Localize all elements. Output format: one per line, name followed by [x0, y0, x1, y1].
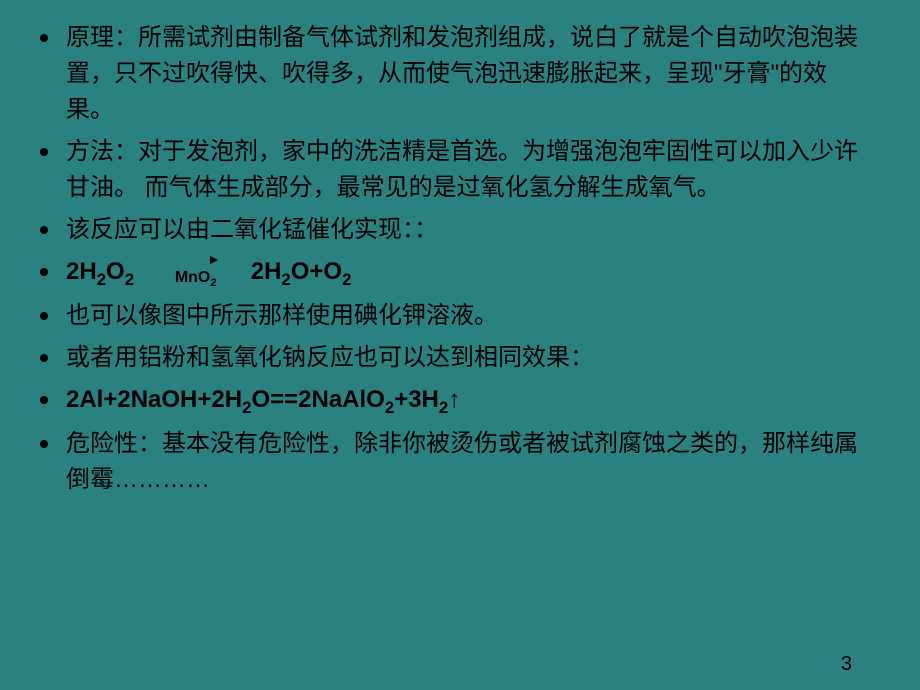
text-danger: 危险性：基本没有危险性，除非你被烫伤或者被试剂腐蚀之类的，那样纯属倒霉………… [66, 426, 875, 498]
sub: 2 [97, 270, 106, 289]
sub: 2 [281, 270, 290, 289]
sub: 2 [342, 270, 351, 289]
bullet-dot [40, 148, 48, 156]
bullet-principle: 原理：所需试剂由制备气体试剂和发泡剂组成，说白了就是个自动吹泡泡装置，只不过吹得… [40, 20, 875, 128]
text-al: 或者用铝粉和氢氧化钠反应也可以达到相同效果： [66, 340, 875, 376]
reaction-arrow: MnO2 [141, 255, 251, 291]
f1-part3: 2H [251, 258, 282, 285]
bullet-danger: 危险性：基本没有危险性，除非你被烫伤或者被试剂腐蚀之类的，那样纯属倒霉………… [40, 426, 875, 498]
text-reaction-note: 该反应可以由二氧化锰催化实现：： [66, 212, 875, 248]
sub: 2 [439, 398, 448, 417]
f1-part2: O [106, 258, 125, 285]
catalyst-text: MnO [175, 269, 211, 286]
f1-part1: 2H [66, 258, 97, 285]
text-method: 方法：对于发泡剂，家中的洗洁精是首选。为增强泡泡牢固性可以加入少许甘油。 而气体… [66, 134, 875, 206]
bullet-formula-1: 2H2O2 MnO2 2H2O+O2 [40, 254, 875, 292]
bullet-dot [40, 312, 48, 320]
bullet-dot [40, 440, 48, 448]
f2-arrow: ↑ [448, 386, 460, 413]
bullet-reaction-note: 该反应可以由二氧化锰催化实现：： [40, 212, 875, 248]
bullet-al: 或者用铝粉和氢氧化钠反应也可以达到相同效果： [40, 340, 875, 376]
bullet-formula-2: 2Al+2NaOH+2H2O==2NaAlO2+3H2↑ [40, 382, 875, 420]
sub: 2 [385, 398, 394, 417]
bullet-ki: 也可以像图中所示那样使用碘化钾溶液。 [40, 298, 875, 334]
sub: 2 [125, 270, 134, 289]
bullet-dot [40, 226, 48, 234]
formula-h2o2: 2H2O2 MnO2 2H2O+O2 [66, 254, 875, 292]
f2-part1: 2Al+2NaOH+2H [66, 386, 242, 413]
bullet-dot [40, 354, 48, 362]
f1-part4: O+O [291, 258, 342, 285]
text-principle: 原理：所需试剂由制备气体试剂和发泡剂组成，说白了就是个自动吹泡泡装置，只不过吹得… [66, 20, 875, 128]
formula-al-naoh: 2Al+2NaOH+2H2O==2NaAlO2+3H2↑ [66, 382, 875, 420]
bullet-dot [40, 396, 48, 404]
f2-part3: +3H [394, 386, 439, 413]
bullet-method: 方法：对于发泡剂，家中的洗洁精是首选。为增强泡泡牢固性可以加入少许甘油。 而气体… [40, 134, 875, 206]
bullet-dot [40, 268, 48, 276]
text-ki: 也可以像图中所示那样使用碘化钾溶液。 [66, 298, 875, 334]
sub: 2 [210, 277, 216, 289]
bullet-dot [40, 34, 48, 42]
page-number: 3 [841, 653, 852, 676]
f2-part2: O==2NaAlO [251, 386, 384, 413]
catalyst-label: MnO2 [175, 269, 217, 286]
